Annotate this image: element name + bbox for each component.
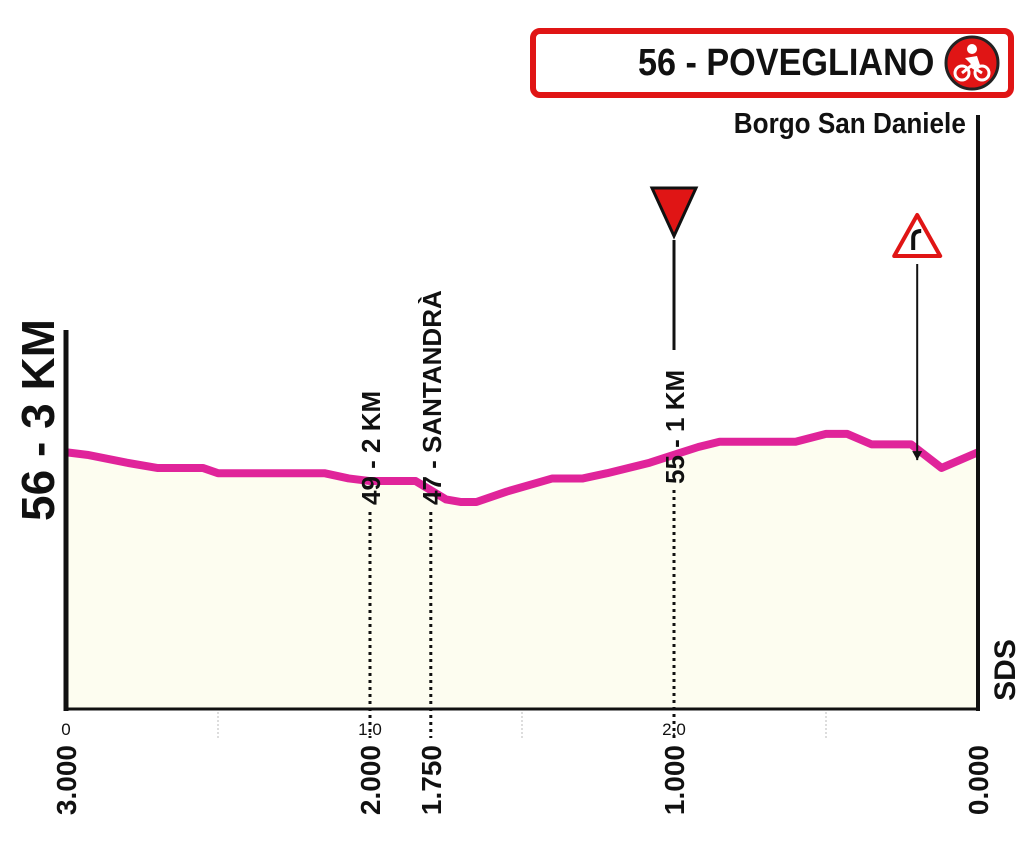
finish-banner: 56 - POVEGLIANO xyxy=(530,28,1014,98)
marker-label: 49 - 2 KM xyxy=(356,391,386,505)
marker-label: 47 - SANTANDRÀ xyxy=(417,290,447,505)
distance-label: 3.000 xyxy=(51,745,82,815)
distance-label: 1.000 xyxy=(659,745,690,815)
labels-layer: 0 1.0 2.0 3.000 2.000 1.750 1.000 0.000 49 - 2 K… xyxy=(51,290,994,815)
distance-label: 1.750 xyxy=(416,745,447,815)
profile-area xyxy=(66,433,978,709)
dangerous-bend-icon xyxy=(892,213,943,258)
finish-subtitle: Borgo San Daniele xyxy=(733,108,966,140)
flamme-rouge-icon xyxy=(649,186,699,240)
sds-logo: SDS xyxy=(989,639,1022,701)
x-tick-label: 1.0 xyxy=(358,720,382,739)
profile-line xyxy=(65,429,980,507)
cyclist-finish-icon xyxy=(944,35,1000,91)
markers-layer xyxy=(368,186,943,738)
bend-arrow-icon xyxy=(911,229,922,250)
side-title: 56 - 3 KM xyxy=(12,319,64,521)
x-tick-label: 2.0 xyxy=(662,720,686,739)
marker-label: 55 - 1 KM xyxy=(660,370,690,484)
x-tick-label: 0 xyxy=(61,720,70,739)
distance-label: 0.000 xyxy=(963,745,994,815)
arrowhead-icon xyxy=(912,451,923,461)
finish-title: 56 - POVEGLIANO xyxy=(637,41,934,84)
distance-label: 2.000 xyxy=(355,745,386,815)
